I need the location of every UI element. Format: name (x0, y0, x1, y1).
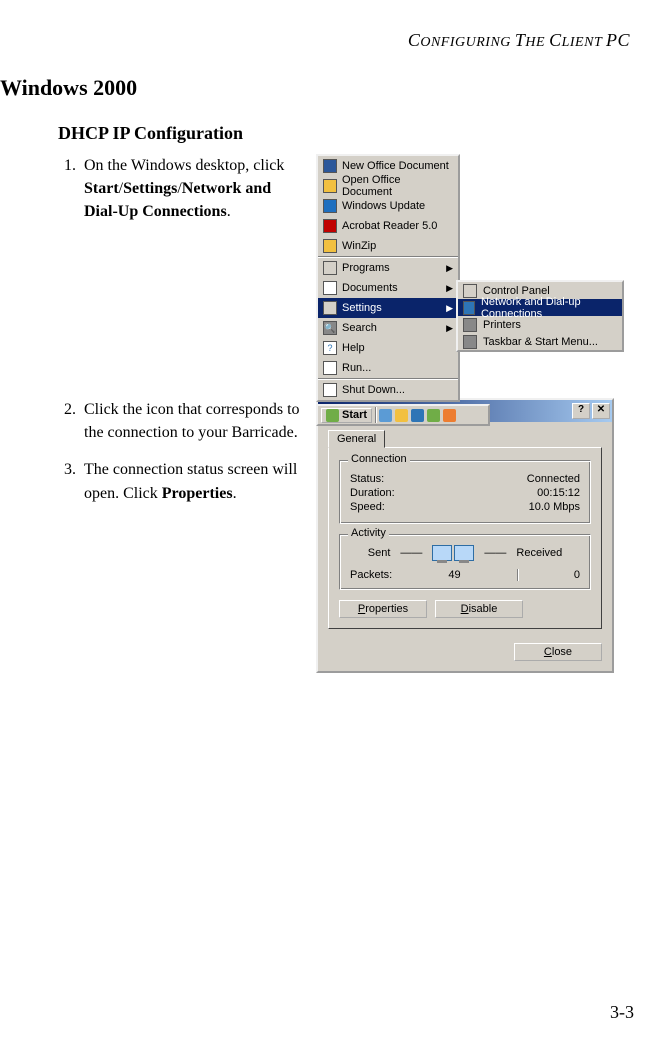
chevron-right-icon: ▶ (446, 263, 453, 274)
menu-item-shutdown[interactable]: Shut Down... (318, 380, 458, 400)
menu-item[interactable]: ?Help (318, 338, 458, 358)
document-icon (323, 159, 337, 173)
start-menu-figure: New Office Document Open Office Document… (316, 154, 460, 402)
instruction-list-1: On the Windows desktop, click Start/Sett… (58, 154, 300, 224)
group-legend: Connection (348, 453, 410, 465)
taskbar: Start (316, 404, 490, 426)
connection-status-dialog: Local Area Connection 1 Status ? ✕ Gener… (316, 398, 614, 673)
properties-button[interactable]: Properties (339, 600, 427, 618)
connection-group: Connection Status:Connected Duration:00:… (339, 460, 591, 524)
taskbar-icon (463, 335, 477, 349)
close-button[interactable]: Close (514, 643, 602, 661)
status-value: Connected (527, 473, 580, 485)
speed-value: 10.0 Mbps (529, 501, 580, 513)
tab-general[interactable]: General (328, 430, 385, 448)
speed-label: Speed: (350, 501, 385, 513)
folder-icon (323, 179, 337, 193)
step-1: On the Windows desktop, click Start/Sett… (80, 154, 300, 224)
running-head: CONFIGURING THE CLIENT PC (0, 30, 630, 51)
start-button[interactable]: Start (321, 408, 372, 423)
submenu-item[interactable]: Taskbar & Start Menu... (458, 333, 622, 350)
menu-item[interactable]: Programs▶ (318, 258, 458, 278)
divider (517, 569, 518, 581)
menu-item[interactable]: Open Office Document (318, 176, 458, 196)
subsection-title: DHCP IP Configuration (58, 123, 636, 144)
documents-icon (323, 281, 337, 295)
settings-icon (323, 301, 337, 315)
page-number: 3-3 (610, 1002, 634, 1023)
section-title: Windows 2000 (0, 75, 636, 101)
quicklaunch-icon[interactable] (395, 409, 408, 422)
printer-icon (463, 318, 477, 332)
search-icon: 🔍 (323, 321, 337, 335)
settings-submenu: Control Panel Network and Dial-up Connec… (456, 280, 624, 352)
chevron-right-icon: ▶ (446, 283, 453, 294)
acrobat-icon (323, 219, 337, 233)
shutdown-icon (323, 383, 337, 397)
menu-item-settings[interactable]: Settings▶ (318, 298, 458, 318)
duration-value: 00:15:12 (537, 487, 580, 499)
packets-label: Packets: (350, 569, 392, 581)
sent-label: Sent (368, 547, 391, 559)
globe-icon (323, 199, 337, 213)
menu-item[interactable]: WinZip (318, 236, 458, 256)
computers-icon (432, 545, 474, 561)
menu-item[interactable]: 🔍Search▶ (318, 318, 458, 338)
quicklaunch-icon[interactable] (411, 409, 424, 422)
step-3: The connection status screen will open. … (80, 458, 300, 504)
programs-icon (323, 261, 337, 275)
disable-button[interactable]: Disable (435, 600, 523, 618)
chevron-right-icon: ▶ (446, 303, 453, 314)
menu-item[interactable]: Windows Update (318, 196, 458, 216)
menu-item[interactable]: New Office Document (318, 156, 458, 176)
group-legend: Activity (348, 527, 389, 539)
help-icon: ? (323, 341, 337, 355)
quicklaunch-icon[interactable] (427, 409, 440, 422)
network-icon (463, 301, 475, 315)
help-button[interactable]: ? (572, 403, 590, 419)
activity-group: Activity Sent —— —— Received Packets: (339, 534, 591, 590)
control-panel-icon (463, 284, 477, 298)
received-label: Received (516, 547, 562, 559)
duration-label: Duration: (350, 487, 395, 499)
instruction-list-2: Click the icon that corresponds to the c… (58, 398, 300, 505)
windows-icon (326, 409, 339, 422)
packets-sent: 49 (448, 569, 460, 581)
menu-item[interactable]: Acrobat Reader 5.0 (318, 216, 458, 236)
step-2: Click the icon that corresponds to the c… (80, 398, 300, 444)
packets-received: 0 (574, 569, 580, 581)
run-icon (323, 361, 337, 375)
quicklaunch-icon[interactable] (379, 409, 392, 422)
menu-item[interactable]: Documents▶ (318, 278, 458, 298)
menu-item[interactable]: Run... (318, 358, 458, 378)
quicklaunch-icon[interactable] (443, 409, 456, 422)
submenu-item-network[interactable]: Network and Dial-up Connections (458, 299, 622, 316)
chevron-right-icon: ▶ (446, 323, 453, 334)
winzip-icon (323, 239, 337, 253)
status-label: Status: (350, 473, 384, 485)
close-button[interactable]: ✕ (592, 403, 610, 419)
